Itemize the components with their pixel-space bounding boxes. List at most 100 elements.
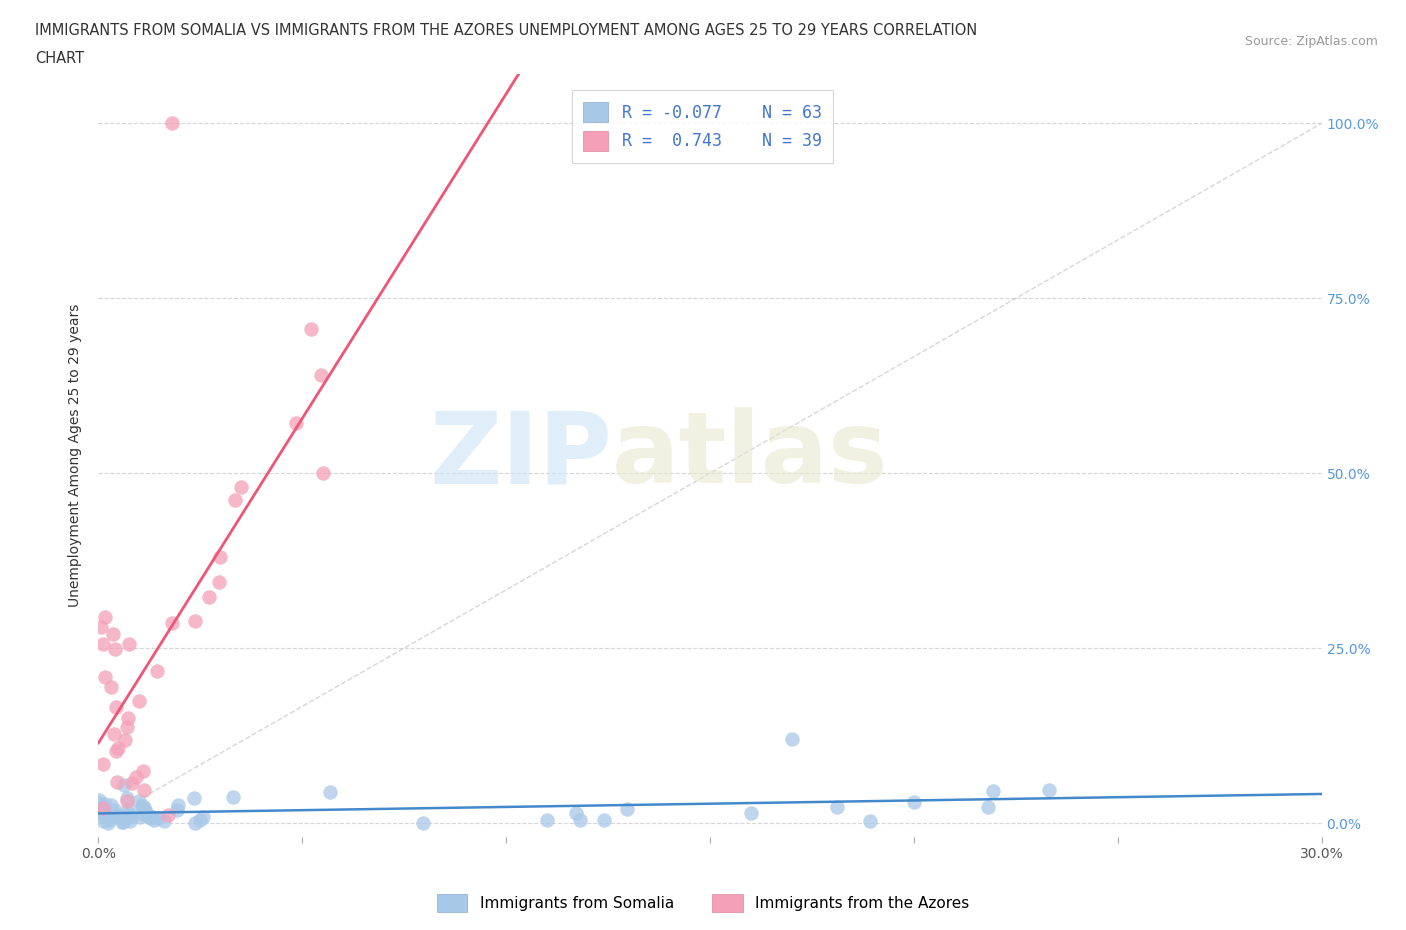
Point <box>616 802 638 817</box>
Point <box>142 813 165 828</box>
Point <box>132 806 155 821</box>
Point <box>319 785 342 800</box>
Point <box>132 800 155 815</box>
Point <box>117 711 139 725</box>
Point <box>1038 782 1060 797</box>
Text: IMMIGRANTS FROM SOMALIA VS IMMIGRANTS FROM THE AZORES UNEMPLOYMENT AMONG AGES 25: IMMIGRANTS FROM SOMALIA VS IMMIGRANTS FR… <box>35 23 977 38</box>
Point <box>128 793 150 808</box>
Point <box>105 700 128 715</box>
Point <box>90 807 112 822</box>
Point <box>97 816 120 830</box>
Point <box>156 808 179 823</box>
Point <box>780 732 803 747</box>
Point <box>142 810 165 825</box>
Point <box>131 799 153 814</box>
Point <box>135 804 157 819</box>
Point <box>184 816 207 830</box>
Point <box>128 693 150 708</box>
Point <box>90 804 112 819</box>
Point <box>146 810 169 825</box>
Point <box>94 610 117 625</box>
Point <box>903 794 925 809</box>
Point <box>134 782 156 797</box>
Text: atlas: atlas <box>612 407 889 504</box>
Point <box>104 642 127 657</box>
Point <box>160 116 183 131</box>
Point <box>139 811 162 826</box>
Point <box>90 619 112 634</box>
Point <box>107 740 129 755</box>
Point <box>118 810 141 825</box>
Point <box>132 764 155 778</box>
Point <box>115 720 138 735</box>
Point <box>166 803 188 817</box>
Point <box>136 806 159 821</box>
Point <box>977 800 1000 815</box>
Point <box>112 813 135 828</box>
Point <box>112 815 135 830</box>
Point <box>104 809 127 824</box>
Point <box>859 813 882 828</box>
Point <box>145 664 167 679</box>
Point <box>167 797 190 812</box>
Point <box>311 367 333 382</box>
Point <box>981 783 1004 798</box>
Point <box>160 616 183 631</box>
Point <box>94 808 117 823</box>
Point <box>118 636 141 651</box>
Point <box>740 805 762 820</box>
Y-axis label: Unemployment Among Ages 25 to 29 years: Unemployment Among Ages 25 to 29 years <box>69 304 83 607</box>
Legend: R = -0.077    N = 63, R =  0.743    N = 39: R = -0.077 N = 63, R = 0.743 N = 39 <box>572 90 834 163</box>
Point <box>121 776 143 790</box>
Point <box>96 808 118 823</box>
Point <box>208 575 231 590</box>
Point <box>97 810 120 825</box>
Point <box>115 794 138 809</box>
Point <box>91 801 114 816</box>
Point <box>91 756 114 771</box>
Point <box>136 808 159 823</box>
Text: Source: ZipAtlas.com: Source: ZipAtlas.com <box>1244 35 1378 48</box>
Point <box>104 803 127 817</box>
Point <box>103 726 125 741</box>
Point <box>153 814 176 829</box>
Text: ZIP: ZIP <box>429 407 612 504</box>
Point <box>183 790 205 805</box>
Point <box>593 813 616 828</box>
Point <box>114 778 136 793</box>
Point <box>198 590 221 604</box>
Point <box>191 810 214 825</box>
Point <box>91 813 114 828</box>
Point <box>131 799 153 814</box>
Point <box>231 480 253 495</box>
Point <box>412 816 434 830</box>
Point <box>312 466 335 481</box>
Point <box>209 550 232 565</box>
Point <box>224 493 246 508</box>
Point <box>89 793 111 808</box>
Point <box>125 769 148 784</box>
Legend: Immigrants from Somalia, Immigrants from the Azores: Immigrants from Somalia, Immigrants from… <box>430 888 976 918</box>
Point <box>93 670 115 684</box>
Point <box>87 796 110 811</box>
Point <box>299 321 322 336</box>
Point <box>568 813 591 828</box>
Point <box>91 804 114 818</box>
Point <box>98 812 121 827</box>
Point <box>100 680 122 695</box>
Point <box>115 791 138 806</box>
Point <box>222 790 245 804</box>
Point <box>117 802 139 817</box>
Text: CHART: CHART <box>35 51 84 66</box>
Point <box>100 797 122 812</box>
Point <box>94 796 117 811</box>
Point <box>107 807 129 822</box>
Point <box>188 812 211 827</box>
Point <box>118 807 141 822</box>
Point <box>284 416 307 431</box>
Point <box>118 813 141 828</box>
Point <box>111 815 134 830</box>
Point <box>105 775 128 790</box>
Point <box>536 813 558 828</box>
Point <box>103 626 125 641</box>
